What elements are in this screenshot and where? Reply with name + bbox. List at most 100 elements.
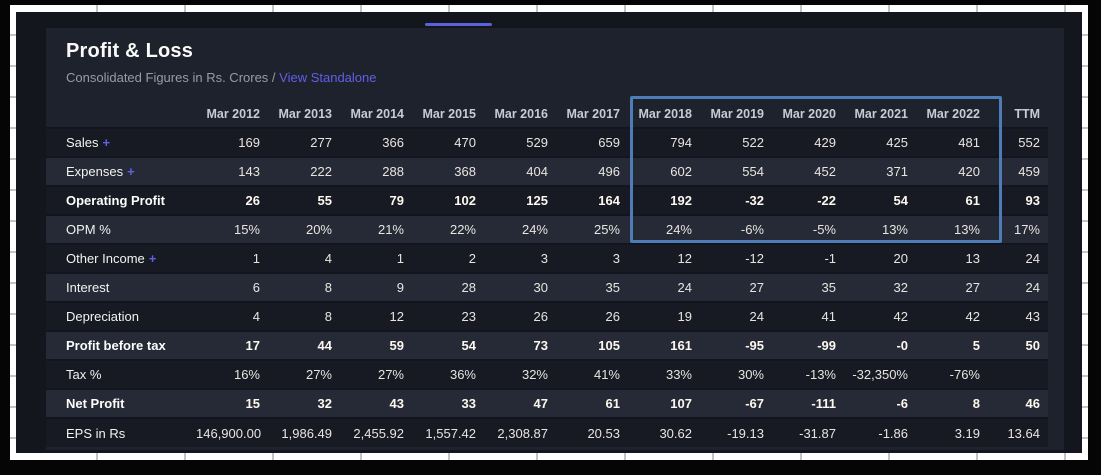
table-cell: 43 [340, 388, 412, 418]
table-cell: 19 [628, 301, 700, 331]
card-header: Profit & Loss Consolidated Figures in Rs… [46, 28, 1048, 100]
table-cell: 288 [340, 156, 412, 186]
table-cell: 8 [268, 301, 340, 331]
subtitle-text: Consolidated Figures in Rs. Crores / [66, 70, 276, 85]
table-cell: 404 [484, 156, 556, 186]
table-header-row: Mar 2012 Mar 2013 Mar 2014 Mar 2015 Mar 2016… [46, 100, 1048, 128]
table-cell: 146,900.00 [196, 417, 268, 447]
profit-loss-table: Mar 2012 Mar 2013 Mar 2014 Mar 2015 Mar 2016… [46, 100, 1048, 447]
table-cell: 47 [484, 388, 556, 418]
table-cell: 3 [484, 243, 556, 273]
expand-row-icon[interactable]: + [127, 164, 135, 179]
table-cell: 425 [844, 127, 916, 157]
table-cell: 105 [556, 330, 628, 360]
column-header: Mar 2016 [494, 106, 548, 121]
table-row: Interest 6 8 9 28 30 35 24 27 35 32 27 24 [46, 272, 1048, 302]
table-cell: 28 [412, 272, 484, 302]
table-row: Other Income +1 4 1 2 3 3 12 -12 -1 20 13 24 [46, 243, 1048, 273]
table-cell: 24 [628, 272, 700, 302]
table-row: Operating Profit 26 55 79 102 125 164 192 -32 -22… [46, 185, 1048, 215]
expand-row-icon[interactable]: + [102, 135, 111, 150]
column-header: TTM [1014, 106, 1040, 121]
crop-frame-bottom [10, 453, 1088, 460]
table-cell: -95 [700, 330, 772, 360]
table-cell: -22 [772, 185, 844, 215]
row-label[interactable]: Other Income + [46, 243, 196, 273]
table-cell: 30 [484, 272, 556, 302]
table-cell: 366 [340, 127, 412, 157]
crop-frame-top [10, 5, 1088, 12]
table-cell: 54 [412, 330, 484, 360]
table-cell: 36% [412, 359, 484, 389]
table-cell: 30% [700, 359, 772, 389]
table-row: Profit before tax 17 44 59 54 73 105 161 -95 -99-… [46, 330, 1048, 360]
view-standalone-link[interactable]: View Standalone [279, 70, 377, 85]
table-cell: 42 [916, 301, 988, 331]
table-cell: 529 [484, 127, 556, 157]
table-cell: 125 [484, 185, 556, 215]
row-label[interactable]: Sales + [46, 127, 196, 157]
table-cell: 59 [340, 330, 412, 360]
table-cell: 459 [988, 156, 1048, 186]
table-cell: 33% [628, 359, 700, 389]
table-cell: -31.87 [772, 417, 844, 447]
table-cell: -1.86 [844, 417, 916, 447]
table-cell: 1,557.42 [412, 417, 484, 447]
profit-loss-card: Profit & Loss Consolidated Figures in Rs… [46, 28, 1064, 450]
table-cell: 32 [268, 388, 340, 418]
table-cell: 1 [340, 243, 412, 273]
active-tab-indicator [425, 23, 492, 26]
app-background: Profit & Loss Consolidated Figures in Rs… [16, 12, 1082, 453]
table-cell: -19.13 [700, 417, 772, 447]
table-cell: 161 [628, 330, 700, 360]
table-cell: 21% [340, 214, 412, 244]
table-cell: 54 [844, 185, 916, 215]
section-subtitle: Consolidated Figures in Rs. Crores / Vie… [66, 69, 1048, 86]
table-cell: 41% [556, 359, 628, 389]
table-cell: 192 [628, 185, 700, 215]
column-header: Mar 2013 [278, 106, 332, 121]
table-cell: 1 [196, 243, 268, 273]
row-label: Net Profit [46, 388, 196, 418]
table-cell: 26 [556, 301, 628, 331]
table-cell: 35 [772, 272, 844, 302]
table-cell: 32 [844, 272, 916, 302]
table-row: Net Profit 15 32 43 33 47 61 107 -67 -111 -6 8 46 [46, 388, 1048, 418]
table-row: EPS in Rs 146,900.00 1,986.49 2,455.92 1,557… [46, 417, 1048, 447]
table-row: OPM % 15% 20% 21% 22% 24% 25% 24% -6% -5% 13% 13% 17… [46, 214, 1048, 244]
table-cell: 8 [916, 388, 988, 418]
row-label: Interest [46, 272, 196, 302]
row-label: Operating Profit [46, 185, 196, 215]
table-cell: 24 [700, 301, 772, 331]
table-cell: 13 [916, 243, 988, 273]
table-cell: 24% [628, 214, 700, 244]
table-cell: 420 [916, 156, 988, 186]
table-cell: 22% [412, 214, 484, 244]
column-header: Mar 2018 [638, 106, 692, 121]
column-header: Mar 2021 [854, 106, 908, 121]
expand-row-icon[interactable]: + [148, 251, 157, 266]
table-cell: 33 [412, 388, 484, 418]
table-cell: 496 [556, 156, 628, 186]
table-cell: 79 [340, 185, 412, 215]
table-cell: 1,986.49 [268, 417, 340, 447]
table-cell: 368 [412, 156, 484, 186]
column-header: Mar 2015 [422, 106, 476, 121]
table-cell: 24% [484, 214, 556, 244]
table-cell: 27 [700, 272, 772, 302]
table-cell: 24 [988, 272, 1048, 302]
table-cell: 26 [196, 185, 268, 215]
table-cell: 222 [268, 156, 340, 186]
table-cell: 3 [556, 243, 628, 273]
table-cell: 164 [556, 185, 628, 215]
table-cell: 4 [268, 243, 340, 273]
table-cell: 8 [268, 272, 340, 302]
table-cell: 44 [268, 330, 340, 360]
table-cell: 42 [844, 301, 916, 331]
table-cell: -6% [700, 214, 772, 244]
table-cell: 470 [412, 127, 484, 157]
row-label[interactable]: Expenses + [46, 156, 196, 186]
row-label: EPS in Rs [46, 417, 196, 447]
column-header: Mar 2017 [566, 106, 620, 121]
table-row: Depreciation 4 8 12 23 26 26 19 24 41 42 42 43 [46, 301, 1048, 331]
